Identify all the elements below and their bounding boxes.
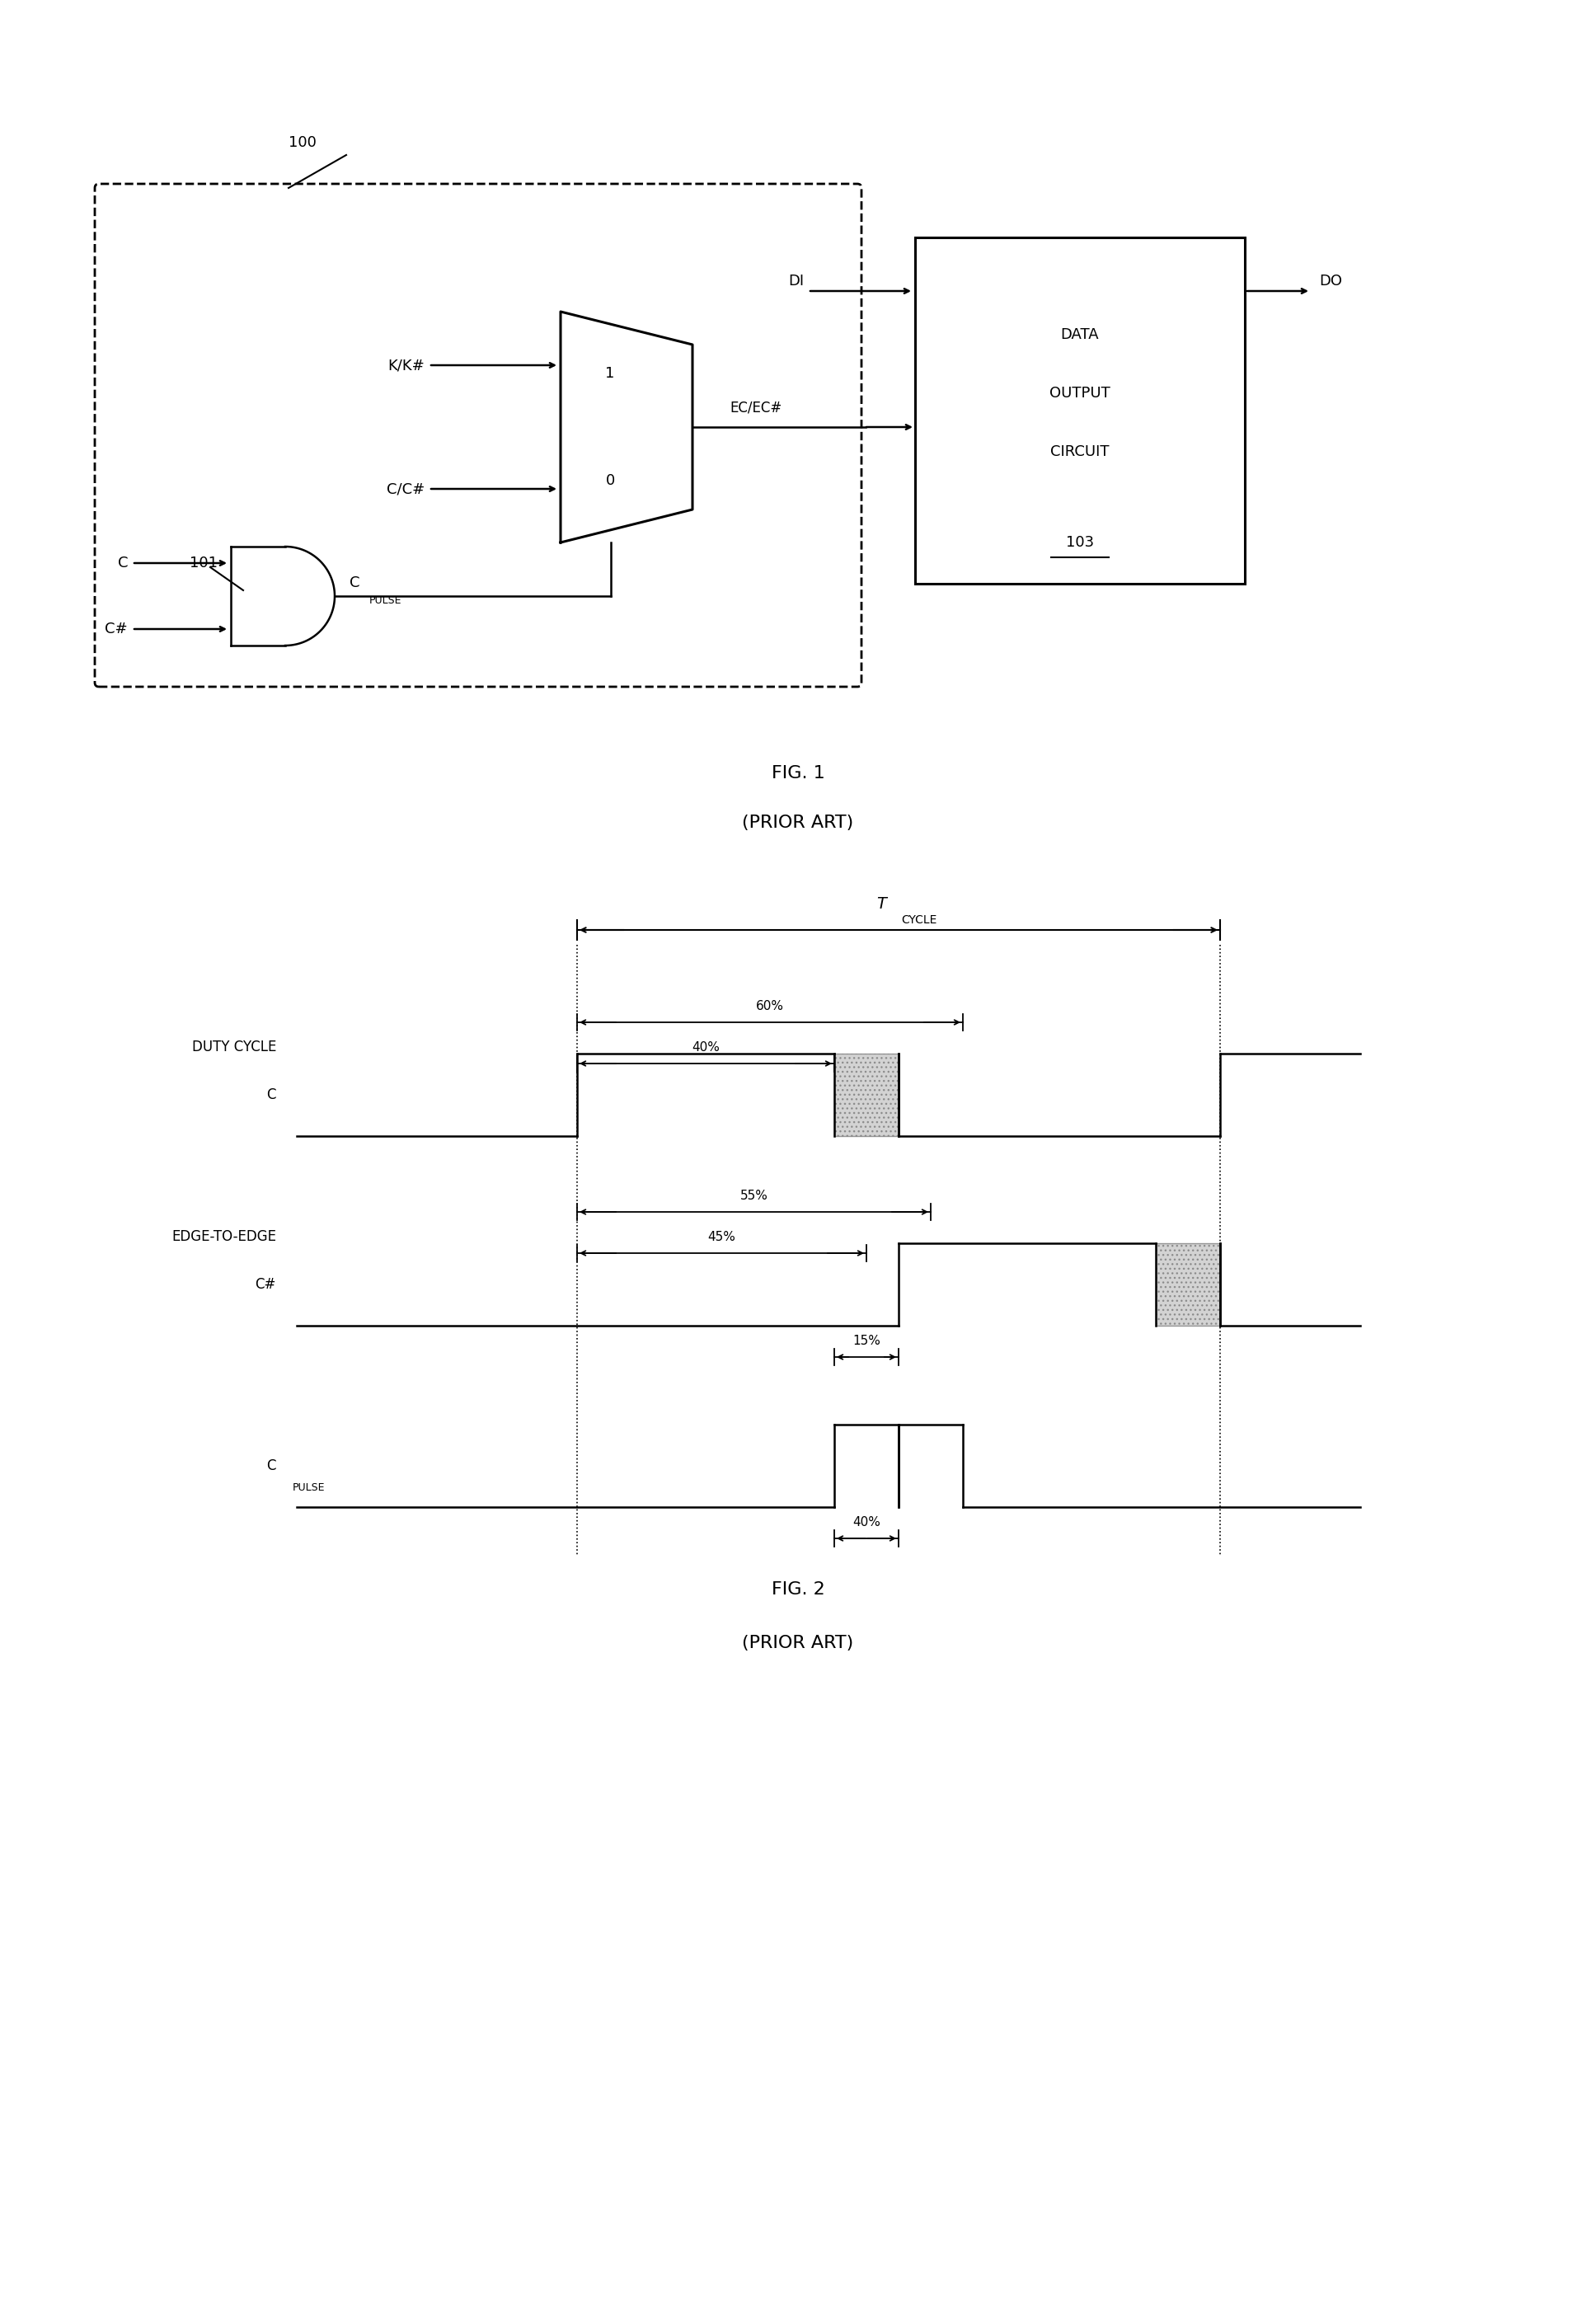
FancyBboxPatch shape [94,183,862,688]
Text: DATA: DATA [1061,326,1100,343]
Text: (PRIOR ART): (PRIOR ART) [742,1634,854,1651]
Text: 55%: 55% [741,1190,768,1201]
Text: 60%: 60% [757,1000,784,1012]
Text: T: T [876,896,886,912]
Text: CYCLE: CYCLE [902,914,937,926]
Text: PULSE: PULSE [369,595,402,607]
Text: PULSE: PULSE [292,1482,326,1493]
Text: 40%: 40% [691,1042,720,1053]
Text: FIG. 2: FIG. 2 [771,1581,825,1597]
Text: 103: 103 [1066,535,1093,551]
Text: (PRIOR ART): (PRIOR ART) [742,815,854,831]
Text: K/K#: K/K# [388,359,425,373]
Text: 40%: 40% [852,1516,881,1528]
Bar [915,238,1245,583]
Text: C: C [118,556,128,569]
Text: C: C [267,1088,276,1102]
Text: C: C [267,1458,276,1472]
Text: C: C [350,576,359,590]
Text: CIRCUIT: CIRCUIT [1050,444,1109,461]
Text: DI: DI [788,273,804,289]
Text: C#: C# [255,1278,276,1292]
Text: FIG. 1: FIG. 1 [771,764,825,782]
Text: EDGE-TO-EDGE: EDGE-TO-EDGE [171,1229,276,1243]
Text: C/C#: C/C# [386,482,425,495]
Text: 101: 101 [190,556,217,569]
Text: 100: 100 [289,134,316,150]
Text: 15%: 15% [852,1336,881,1347]
Text: C#: C# [105,623,128,637]
Text: DO: DO [1318,273,1342,289]
Text: 0: 0 [605,472,614,488]
Text: 1: 1 [605,366,614,382]
Text: EC/EC#: EC/EC# [729,400,782,414]
Text: OUTPUT: OUTPUT [1050,387,1111,400]
Text: 45%: 45% [707,1232,736,1243]
Text: DUTY CYCLE: DUTY CYCLE [192,1039,276,1053]
